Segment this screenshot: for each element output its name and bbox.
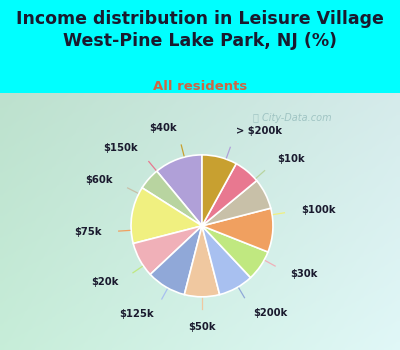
Wedge shape: [202, 164, 257, 226]
Wedge shape: [131, 188, 202, 244]
Text: $75k: $75k: [74, 227, 102, 237]
Wedge shape: [202, 181, 271, 226]
Text: > $200k: > $200k: [236, 126, 282, 136]
Text: $30k: $30k: [290, 270, 318, 279]
Text: $40k: $40k: [149, 123, 177, 133]
Text: $10k: $10k: [278, 154, 305, 164]
Wedge shape: [202, 226, 268, 278]
Wedge shape: [150, 226, 202, 295]
Text: $125k: $125k: [119, 309, 154, 319]
Wedge shape: [202, 208, 273, 252]
Wedge shape: [157, 155, 202, 226]
Wedge shape: [133, 226, 202, 274]
Text: Income distribution in Leisure Village
West-Pine Lake Park, NJ (%): Income distribution in Leisure Village W…: [16, 10, 384, 50]
Wedge shape: [142, 171, 202, 226]
Text: $100k: $100k: [302, 205, 336, 215]
Wedge shape: [184, 226, 220, 297]
Text: All residents: All residents: [153, 80, 247, 93]
Text: $50k: $50k: [188, 322, 216, 332]
Text: $200k: $200k: [253, 308, 288, 317]
Text: $150k: $150k: [103, 143, 138, 153]
Wedge shape: [202, 226, 250, 295]
Wedge shape: [202, 155, 236, 226]
Text: $20k: $20k: [91, 278, 119, 287]
Text: ⓘ City-Data.com: ⓘ City-Data.com: [253, 113, 331, 123]
Text: $60k: $60k: [85, 175, 112, 185]
